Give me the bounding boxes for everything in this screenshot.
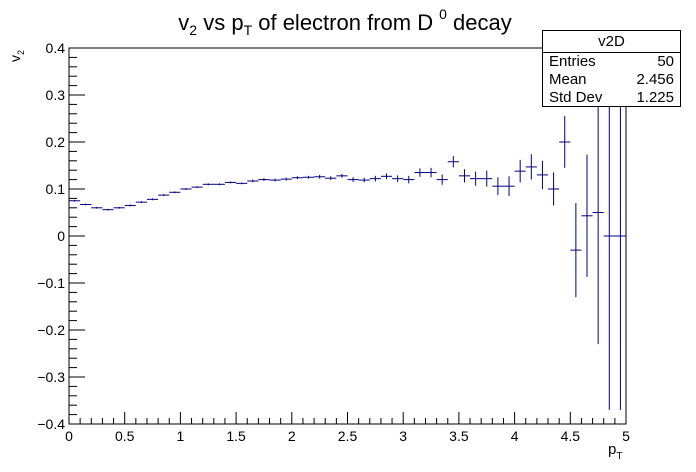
data-point	[614, 62, 626, 410]
data-point	[403, 175, 415, 184]
data-point	[291, 176, 303, 180]
y-tick-label: 0.2	[46, 134, 66, 150]
x-tick-label: 2	[288, 428, 296, 444]
x-tick-label: 0.5	[115, 428, 135, 444]
y-tick-label: 0.1	[46, 181, 66, 197]
data-points	[69, 62, 626, 410]
x-axis-ticks: 0 0.5 1 1.5 2 2.5 3 3.5 4 4.5 5	[65, 412, 630, 444]
data-point	[191, 186, 203, 189]
data-point	[603, 62, 615, 410]
stats-value: 1.225	[636, 89, 674, 106]
data-point	[592, 80, 604, 345]
data-point	[102, 208, 114, 211]
stats-row-stddev: Std Dev 1.225	[543, 89, 680, 107]
y-tick-label: −0.4	[37, 416, 65, 432]
y-tick-label: −0.2	[37, 322, 65, 338]
x-tick-label: 4.5	[561, 428, 581, 444]
data-point	[302, 175, 315, 179]
data-point	[470, 171, 482, 186]
data-point	[559, 116, 571, 168]
x-tick-label: 1.5	[226, 428, 246, 444]
y-tick-label: 0	[57, 228, 65, 244]
data-point	[135, 201, 147, 204]
data-point	[481, 170, 493, 187]
stats-row-mean: Mean 2.456	[543, 71, 680, 89]
data-point	[369, 175, 381, 182]
data-point	[124, 204, 136, 207]
data-point	[202, 183, 214, 186]
x-tick-label: 5	[622, 428, 630, 444]
data-point	[436, 174, 448, 185]
x-tick-label: 4	[511, 428, 519, 444]
data-point	[425, 167, 437, 178]
data-point	[570, 203, 582, 298]
data-point	[280, 177, 292, 181]
data-point	[514, 159, 526, 183]
x-axis-label: pT	[608, 441, 622, 462]
stats-label: Std Dev	[549, 89, 603, 106]
x-tick-label: 3.5	[449, 428, 469, 444]
x-tick-label: 3	[399, 428, 407, 444]
data-point	[213, 183, 225, 186]
data-point	[548, 172, 560, 206]
data-point	[146, 198, 159, 201]
data-point	[414, 168, 426, 177]
stats-row-entries: Entries 50	[543, 53, 680, 71]
stats-value: 50	[657, 53, 674, 70]
data-point	[180, 188, 192, 190]
data-point	[536, 160, 549, 189]
y-tick-label: 0.4	[46, 40, 66, 56]
data-point	[581, 154, 593, 277]
data-point	[458, 169, 471, 183]
data-point	[336, 173, 348, 178]
data-point	[258, 178, 270, 182]
data-point	[325, 176, 337, 181]
stats-label: Mean	[549, 71, 587, 88]
y-tick-label: −0.1	[37, 275, 65, 291]
y-tick-label: 0.3	[46, 87, 66, 103]
data-point	[80, 203, 92, 206]
y-tick-label: −0.3	[37, 369, 65, 385]
data-point	[314, 174, 326, 179]
data-point	[224, 181, 237, 184]
data-point	[503, 176, 515, 197]
data-point	[358, 177, 370, 183]
x-tick-label: 0	[65, 428, 73, 444]
data-point	[525, 154, 537, 180]
data-point	[169, 191, 181, 194]
stats-title: v2D	[543, 31, 680, 53]
stats-box: v2D Entries 50 Mean 2.456 Std Dev 1.225	[542, 30, 681, 107]
data-point	[91, 206, 103, 209]
data-point	[236, 182, 248, 185]
x-tick-label: 2.5	[338, 428, 358, 444]
x-tick-label: 1	[177, 428, 185, 444]
data-point	[447, 156, 459, 168]
data-point	[113, 206, 125, 209]
y-axis-label: v2	[7, 50, 26, 62]
data-point	[269, 178, 281, 182]
data-point	[247, 179, 259, 183]
y-axis-ticks: −0.4 −0.3 −0.2 −0.1 0 0.1 0.2 0.3 0.4	[37, 40, 85, 432]
stats-value: 2.456	[636, 71, 674, 88]
data-point	[69, 199, 81, 202]
data-point	[380, 173, 393, 180]
data-point	[492, 177, 504, 196]
data-point	[347, 177, 359, 182]
data-point	[158, 194, 170, 197]
data-point	[392, 175, 404, 182]
stats-label: Entries	[549, 53, 596, 70]
